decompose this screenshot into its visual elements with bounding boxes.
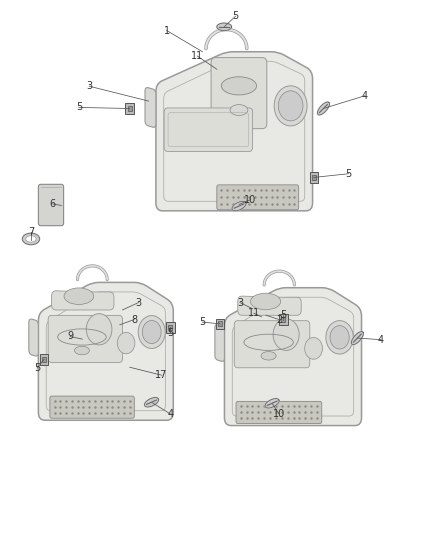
Circle shape: [117, 333, 135, 354]
Bar: [279, 314, 288, 325]
Ellipse shape: [251, 293, 281, 310]
Text: 5: 5: [233, 11, 239, 21]
Ellipse shape: [74, 346, 89, 355]
Bar: [166, 322, 175, 333]
Text: 6: 6: [49, 199, 56, 209]
Text: 3: 3: [86, 81, 92, 91]
PathPatch shape: [145, 87, 156, 127]
Ellipse shape: [64, 288, 94, 304]
FancyBboxPatch shape: [39, 184, 64, 225]
Text: 10: 10: [244, 195, 257, 205]
Bar: [215, 319, 224, 329]
Text: 5: 5: [34, 364, 40, 373]
Bar: [310, 172, 318, 183]
PathPatch shape: [29, 319, 39, 356]
Ellipse shape: [221, 77, 257, 95]
FancyBboxPatch shape: [50, 396, 134, 418]
Text: 10: 10: [273, 409, 285, 419]
Polygon shape: [217, 23, 232, 30]
FancyBboxPatch shape: [48, 316, 123, 362]
Text: 8: 8: [131, 314, 137, 325]
Text: 4: 4: [362, 91, 368, 101]
Bar: [42, 357, 46, 362]
PathPatch shape: [52, 291, 114, 310]
FancyBboxPatch shape: [236, 401, 322, 424]
Bar: [312, 175, 316, 180]
Ellipse shape: [22, 233, 40, 245]
Circle shape: [86, 313, 112, 345]
Circle shape: [274, 86, 307, 126]
Text: 11: 11: [248, 308, 260, 318]
Polygon shape: [318, 102, 329, 115]
Polygon shape: [351, 332, 364, 344]
Circle shape: [273, 319, 299, 350]
PathPatch shape: [39, 282, 173, 420]
FancyBboxPatch shape: [234, 321, 310, 368]
Polygon shape: [265, 399, 279, 408]
Text: 17: 17: [155, 370, 168, 380]
Bar: [218, 321, 222, 326]
FancyBboxPatch shape: [164, 108, 253, 151]
Text: 5: 5: [346, 169, 352, 179]
Text: 4: 4: [167, 409, 173, 419]
Bar: [128, 106, 132, 111]
Bar: [168, 325, 172, 330]
Text: 3: 3: [135, 297, 141, 308]
Circle shape: [278, 91, 303, 121]
PathPatch shape: [215, 325, 224, 361]
Bar: [125, 103, 134, 114]
Text: 5: 5: [167, 328, 173, 338]
FancyBboxPatch shape: [211, 58, 267, 128]
PathPatch shape: [238, 296, 301, 316]
Polygon shape: [145, 398, 159, 407]
Circle shape: [326, 321, 353, 354]
PathPatch shape: [224, 288, 361, 425]
Ellipse shape: [26, 236, 36, 242]
Circle shape: [138, 316, 165, 349]
Text: 5: 5: [76, 102, 82, 112]
Circle shape: [305, 337, 322, 359]
Bar: [40, 354, 48, 365]
Text: 4: 4: [378, 335, 384, 345]
Text: 1: 1: [164, 26, 170, 36]
Text: 2: 2: [276, 314, 282, 325]
Text: 7: 7: [28, 227, 34, 237]
Polygon shape: [232, 201, 246, 211]
FancyBboxPatch shape: [217, 185, 299, 210]
Circle shape: [330, 326, 349, 349]
Bar: [282, 317, 285, 322]
Text: 5: 5: [280, 310, 286, 320]
Ellipse shape: [261, 352, 276, 360]
Text: 9: 9: [67, 332, 73, 342]
Text: 3: 3: [237, 297, 243, 308]
PathPatch shape: [156, 52, 313, 211]
Ellipse shape: [230, 104, 248, 116]
Text: 5: 5: [199, 317, 205, 327]
Text: 11: 11: [191, 51, 203, 61]
Circle shape: [142, 320, 161, 344]
